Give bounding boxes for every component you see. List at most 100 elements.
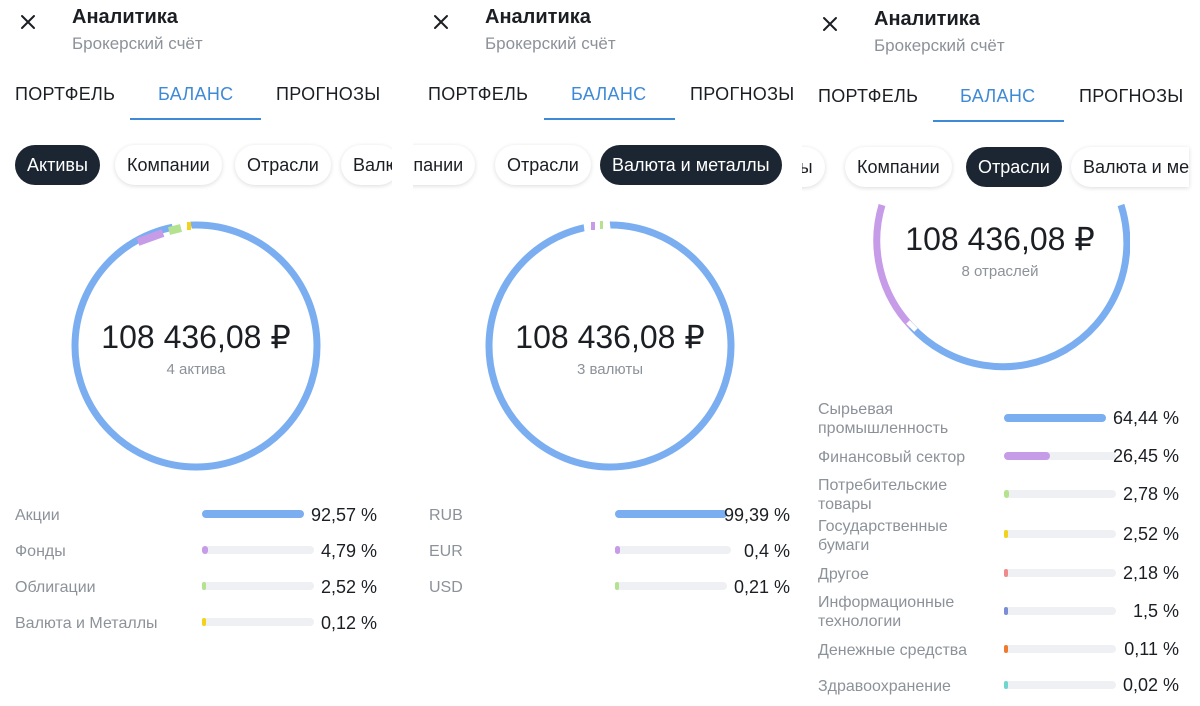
- share-bar: [1004, 452, 1116, 460]
- row-value: 0,4 %: [743, 541, 790, 561]
- count-label: 3 валюты: [577, 361, 643, 378]
- share-bar: [1004, 530, 1116, 538]
- row-label: RUB: [429, 507, 463, 524]
- row-value: 0,02 %: [1122, 675, 1179, 695]
- tab-balance[interactable]: БАЛАНС: [960, 86, 1036, 106]
- row-value: 0,21 %: [733, 577, 790, 597]
- share-bar-fill: [202, 618, 207, 626]
- chip-currency-metals[interactable]: Валюта и металлы: [600, 145, 782, 185]
- chip-industries[interactable]: Отрасли: [966, 147, 1062, 187]
- page-subtitle: Брокерский счёт: [72, 34, 203, 53]
- analytics-panel-currencies: Аналитика Брокерский счёт ПОРТФЕЛЬ БАЛАН…: [413, 0, 801, 706]
- page-title: Аналитика: [72, 6, 178, 28]
- share-bar-fill: [1004, 569, 1009, 577]
- share-bar: [202, 618, 314, 626]
- count-label: 8 отраслей: [961, 263, 1039, 280]
- chip-assets[interactable]: вы: [802, 147, 825, 187]
- tab-balance[interactable]: БАЛАНС: [158, 84, 234, 104]
- donut-segment-funds: [136, 229, 165, 246]
- share-bar: [1004, 414, 1106, 422]
- share-bar: [615, 510, 727, 518]
- chip-assets[interactable]: Активы: [15, 145, 100, 185]
- donut-segment-bonds: [168, 224, 182, 235]
- active-tab-indicator: [544, 118, 675, 120]
- close-icon[interactable]: [820, 14, 840, 34]
- chip-industries[interactable]: Отрасли: [495, 145, 591, 185]
- share-bar: [1004, 681, 1116, 689]
- tab-portfolio[interactable]: ПОРТФЕЛЬ: [15, 84, 116, 104]
- row-label: Фонды: [15, 543, 66, 560]
- chip-companies[interactable]: Компании: [115, 145, 222, 185]
- row-label: Облигации: [15, 579, 96, 596]
- row-value: 4,79 %: [320, 541, 377, 561]
- tab-forecasts[interactable]: ПРОГНОЗЫ: [1079, 86, 1184, 106]
- page-subtitle: Брокерский счёт: [485, 34, 616, 53]
- allocation-donut: [873, 203, 1130, 371]
- chip-companies[interactable]: Компании: [845, 147, 952, 187]
- row-value: 26,45 %: [1112, 446, 1179, 466]
- row-label: EUR: [429, 543, 463, 560]
- tab-portfolio[interactable]: ПОРТФЕЛЬ: [818, 86, 919, 106]
- share-bar: [1004, 490, 1116, 498]
- share-bar-fill: [615, 546, 620, 554]
- share-bar: [1004, 645, 1116, 653]
- row-value: 0,12 %: [320, 613, 377, 633]
- row-label: Денежные средства: [818, 642, 967, 659]
- tab-forecasts[interactable]: ПРОГНОЗЫ: [690, 84, 795, 104]
- chip-currency-metals[interactable]: Валю: [341, 145, 392, 185]
- row-value: 2,52 %: [1122, 524, 1179, 544]
- tab-balance[interactable]: БАЛАНС: [571, 84, 647, 104]
- page-title: Аналитика: [485, 6, 591, 28]
- share-bar-fill: [1004, 530, 1009, 538]
- donut-ring: [71, 221, 321, 471]
- tab-portfolio[interactable]: ПОРТФЕЛЬ: [428, 84, 529, 104]
- row-label: Потребительские товары: [818, 477, 948, 513]
- close-icon[interactable]: [431, 12, 451, 32]
- active-tab-indicator: [933, 120, 1064, 122]
- analytics-panel-assets: Аналитика Брокерский счёт ПОРТФЕЛЬ БАЛАН…: [0, 0, 392, 706]
- row-value: 2,18 %: [1122, 563, 1179, 583]
- share-bar: [1004, 607, 1116, 615]
- active-tab-indicator: [130, 118, 261, 120]
- share-bar-fill: [1004, 681, 1009, 689]
- share-bar: [202, 510, 304, 518]
- row-label: Государственные бумаги: [818, 518, 948, 554]
- close-icon[interactable]: [18, 12, 38, 32]
- share-bar-fill: [1004, 645, 1009, 653]
- row-label: Здравоохранение: [818, 678, 951, 695]
- row-label: Другое: [818, 566, 869, 583]
- donut-segment-financial: [873, 203, 914, 329]
- share-bar-fill: [202, 510, 304, 518]
- total-value: 108 436,08 ₽: [515, 319, 705, 355]
- analytics-panel-industries: Аналитика Брокерский счёт ПОРТФЕЛЬ БАЛАН…: [802, 0, 1200, 706]
- row-value: 64,44 %: [1112, 408, 1179, 428]
- allocation-donut: [71, 220, 321, 471]
- share-bar-fill: [1004, 607, 1009, 615]
- row-value: 0,11 %: [1124, 639, 1179, 659]
- row-label: Сырьевая промышленность: [818, 401, 949, 437]
- chip-currency-metals[interactable]: Валюта и ме: [1071, 147, 1190, 187]
- share-bar-fill: [1004, 414, 1106, 422]
- chip-companies[interactable]: мпании: [413, 145, 476, 185]
- donut-segment-raw-materials: [908, 203, 1130, 371]
- row-value: 2,52 %: [320, 577, 377, 597]
- chip-industries[interactable]: Отрасли: [235, 145, 331, 185]
- row-value: 2,78 %: [1122, 484, 1179, 504]
- total-value: 108 436,08 ₽: [905, 221, 1095, 257]
- share-bar: [202, 546, 314, 554]
- share-bar-fill: [615, 582, 620, 590]
- row-value: 1,5 %: [1132, 601, 1179, 621]
- share-bar: [1004, 569, 1116, 577]
- donut-gap: [906, 320, 918, 332]
- allocation-donut: [485, 220, 735, 471]
- row-label: USD: [429, 579, 463, 596]
- tab-forecasts[interactable]: ПРОГНОЗЫ: [276, 84, 381, 104]
- share-bar-fill: [1004, 490, 1009, 498]
- share-bar-fill: [202, 546, 208, 554]
- row-label: Информационные технологии: [818, 594, 955, 630]
- share-bar-fill: [202, 582, 207, 590]
- row-value: 92,57 %: [310, 505, 377, 525]
- row-label: Валюта и Металлы: [15, 615, 158, 632]
- share-bar: [202, 582, 314, 590]
- page-title: Аналитика: [874, 8, 980, 30]
